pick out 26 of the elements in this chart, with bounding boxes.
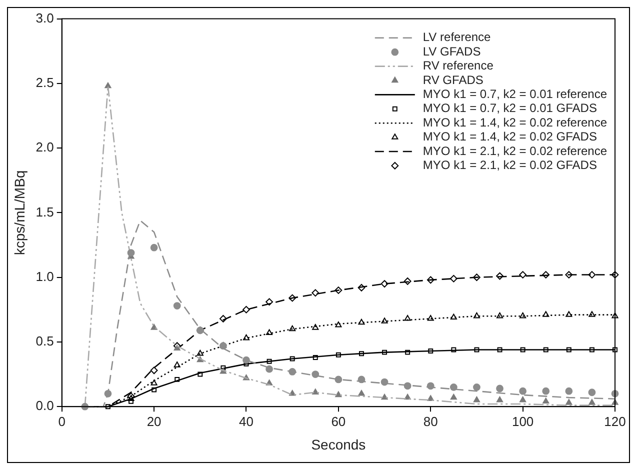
legend-label: LV reference bbox=[422, 30, 492, 44]
y-tick-label: 3.0 bbox=[36, 10, 54, 26]
x-tick-label: 120 bbox=[604, 414, 626, 429]
legend-label: MYO k1 = 1.4, k2 = 0.02 GFADS bbox=[422, 130, 597, 144]
y-axis-title: kcps/mL/MBq bbox=[11, 170, 28, 256]
x-tick-label: 80 bbox=[423, 414, 438, 429]
x-tick-label: 20 bbox=[146, 414, 162, 429]
y-tick-label: 1.0 bbox=[36, 268, 54, 284]
legend-label: RV reference bbox=[422, 58, 494, 73]
legend-label: LV GFADS bbox=[422, 44, 481, 58]
x-tick-label: 40 bbox=[239, 414, 254, 429]
x-tick-label: 60 bbox=[331, 414, 346, 429]
legend-label: RV GFADS bbox=[422, 72, 484, 87]
y-tick-label: 2.5 bbox=[36, 75, 54, 90]
x-axis-title: Seconds bbox=[311, 436, 366, 452]
y-tick-label: 1.5 bbox=[36, 204, 54, 220]
legend-label: MYO k1 = 2.1, k2 = 0.02 GFADS bbox=[422, 158, 597, 172]
x-tick-label: 100 bbox=[512, 414, 534, 429]
y-tick-label: 2.0 bbox=[36, 140, 54, 155]
legend-label: MYO k1 = 0.7, k2 = 0.01 reference bbox=[422, 87, 608, 102]
legend-label: MYO k1 = 1.4, k2 = 0.02 reference bbox=[422, 115, 608, 130]
legend-label: MYO k1 = 0.7, k2 = 0.01 GFADS bbox=[422, 101, 597, 116]
legend-label: MYO k1 = 2.1, k2 = 0.02 reference bbox=[422, 144, 608, 158]
y-tick-label: 0.5 bbox=[36, 334, 54, 349]
y-tick-label: 0.0 bbox=[36, 398, 54, 414]
x-tick-label: 0 bbox=[58, 414, 66, 429]
